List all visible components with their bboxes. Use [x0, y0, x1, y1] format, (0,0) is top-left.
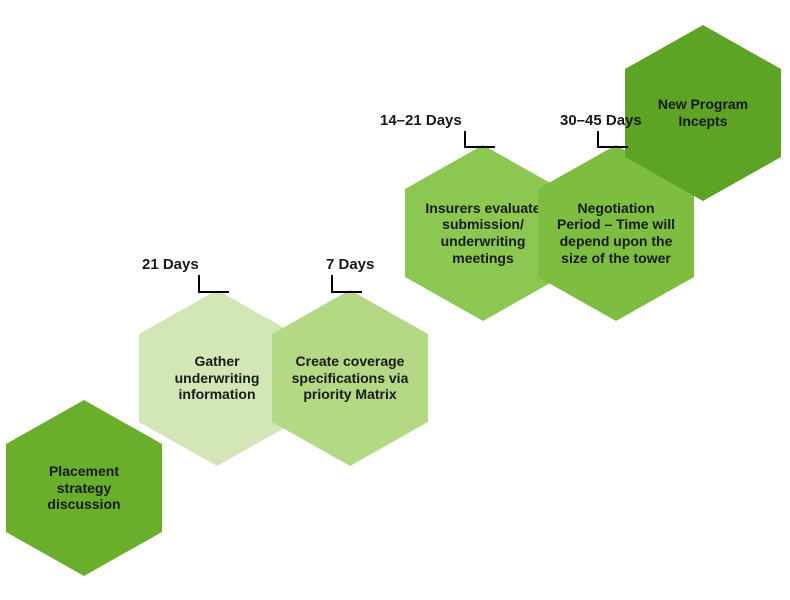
hex-label: Insurers evaluate submission/ underwriti… — [421, 200, 545, 266]
duration-label: 7 Days — [326, 256, 374, 273]
duration-bracket — [197, 273, 231, 294]
duration-bracket — [330, 273, 364, 294]
hex-node: Gather underwriting information — [139, 290, 295, 466]
hex-node: Create coverage specifications via prior… — [272, 290, 428, 466]
hex-label: Gather underwriting information — [155, 353, 279, 403]
timeline-diagram: Placement strategy discussion Gather unde… — [0, 0, 790, 600]
hex-label: Placement strategy discussion — [22, 463, 146, 513]
hex-label: New Program Incepts — [641, 96, 765, 129]
hex-node: Insurers evaluate submission/ underwriti… — [405, 145, 561, 321]
hex-label: Negotiation Period – Time will depend up… — [554, 200, 678, 266]
duration-bracket — [463, 129, 497, 149]
hex-label: Create coverage specifications via prior… — [288, 353, 412, 403]
duration-bracket — [596, 129, 630, 149]
hex-node: Placement strategy discussion — [6, 400, 162, 576]
duration-label: 14–21 Days — [380, 112, 462, 129]
duration-label: 30–45 Days — [560, 112, 642, 129]
duration-label: 21 Days — [142, 256, 199, 273]
